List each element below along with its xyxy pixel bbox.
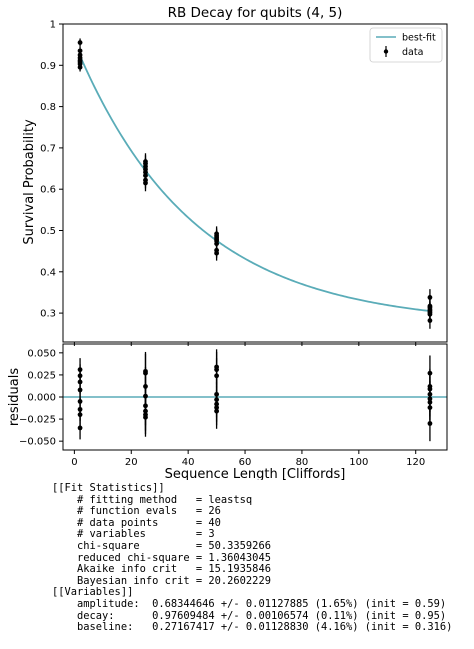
y-tick-label: 0.5 [40,226,56,237]
y-tick-label: 0.3 [40,309,56,320]
y-tick-label: 0.9 [40,61,56,72]
fit-report-line: Akaike info crit = 15.1935846 [52,563,271,576]
fit-report-line: reduced chi-square = 1.36043045 [52,551,271,564]
y-tick-label: 0.8 [40,102,56,113]
fit-report-line: amplitude: 0.68344646 +/- 0.01127885 (1.… [52,597,447,610]
legend: best-fit data [369,27,443,63]
residual-y-tick-label: −0.025 [19,415,56,426]
y-axis-label: Survival Probability [22,119,37,245]
x-axis-label: Sequence Length [Cliffords] [165,467,346,480]
residual-point [214,373,220,379]
fit-report-line: # fitting method = leastsq [52,493,253,506]
fit-report-line: chi-square = 50.3359266 [52,539,271,552]
data-point [427,318,433,323]
residual-point [214,408,220,414]
fit-report-line: # function evals = 26 [52,505,221,518]
y-tick-label: 0.6 [40,185,56,196]
chart-title: RB Decay for qubits (4, 5) [168,5,343,21]
y-tick-label: 1 [50,20,56,31]
y-tick-label: 0.7 [40,143,56,154]
y-tick-label: 0.4 [40,267,56,278]
fit-report-line: Bayesian info crit = 20.2602229 [52,574,271,587]
fit-report-line: # variables = 3 [52,528,215,541]
legend-data-label: data [402,47,423,58]
x-tick-label: 40 [182,457,195,468]
residual-y-tick-label: 0.025 [27,370,56,381]
residuals-y-axis-label: residuals [7,368,22,427]
x-tick-label: 60 [239,457,252,468]
data-point [77,40,83,45]
fit-report: [[Fit Statistics]] # fitting method = le… [52,482,453,634]
legend-fit-label: best-fit [402,33,436,44]
x-tick-label: 80 [296,457,309,468]
data-point [77,64,83,70]
fit-report-line: [[Fit Statistics]] [52,482,165,494]
fit-report-line: baseline: 0.27167417 +/- 0.01128830 (4.1… [52,621,453,634]
fit-report-line: [[Variables]] [52,586,134,599]
residual-point [77,425,83,431]
main-plot-frame [62,23,448,343]
x-tick-label: 20 [125,457,138,468]
residual-y-tick-label: 0.000 [27,393,56,404]
residual-point [427,421,433,426]
x-tick-label: 120 [406,457,425,468]
fit-report-line: # data points = 40 [52,516,221,529]
residual-point [143,414,148,420]
residual-y-tick-label: −0.050 [19,437,56,448]
legend-data-marker [383,49,389,54]
x-tick-label: 0 [71,457,77,468]
main-plot-area: 0.3 0.4 0.5 0.6 0.7 0.8 0.9 1 [40,20,433,346]
residuals-plot-area: −0.050 −0.025 0.000 0.025 0.050 0 20 40 60 80 100 1… [19,348,447,468]
data-point [427,294,433,300]
fit-report-line: decay: 0.97609484 +/- 0.00106574 (0.11%)… [52,609,447,622]
residual-point [77,412,83,418]
best-fit-curve [79,55,431,312]
x-tick-label: 100 [349,457,368,468]
data-point [214,250,220,256]
rb-decay-figure: RB Decay for qubits (4, 5) Survival Prob… [7,5,448,480]
residuals-plot-frame [62,343,448,451]
data-point [143,180,148,186]
residual-y-tick-label: 0.050 [27,348,56,359]
